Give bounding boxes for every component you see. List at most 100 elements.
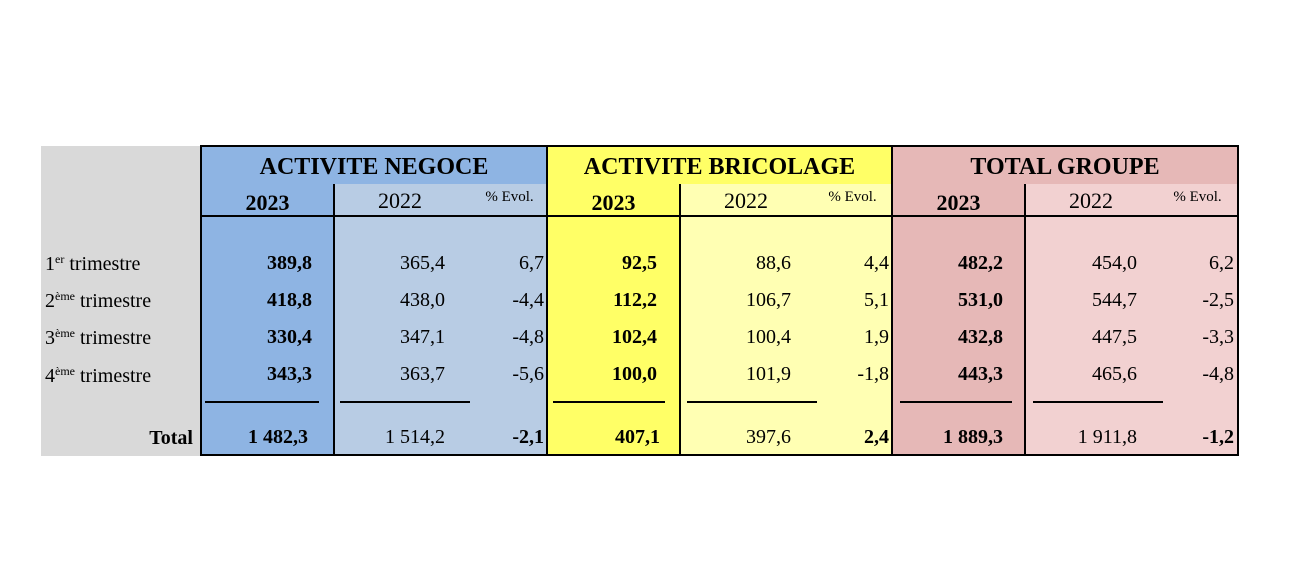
border-groupe-years — [1024, 184, 1026, 456]
year-2023-groupe: 2023 — [936, 190, 981, 215]
row-label-suffix: ème — [55, 289, 75, 303]
total-cell: 1 514,2 — [385, 426, 445, 448]
border-right — [1237, 145, 1239, 456]
table-cell: -4,4 — [512, 289, 544, 311]
table-cell: 347,1 — [400, 326, 445, 348]
label-column — [41, 146, 201, 456]
groupe-2022-bg — [1025, 146, 1238, 456]
table-cell: 432,8 — [958, 326, 1003, 348]
row-label-text: trimestre — [80, 290, 152, 312]
table-cell: 1,9 — [864, 326, 889, 348]
table-cell: 465,6 — [1092, 363, 1137, 385]
table-cell: 5,1 — [864, 289, 889, 311]
row-label: 4ème trimestre — [45, 364, 152, 387]
total-label: Total — [149, 427, 193, 449]
table-cell: 389,8 — [267, 252, 312, 274]
negoce-title-bg — [201, 146, 547, 184]
border-brico-years — [679, 184, 681, 456]
row-label: 3ème trimestre — [45, 326, 152, 349]
table-cell: 6,7 — [519, 252, 544, 274]
table-cell: -1,8 — [857, 363, 889, 385]
row-label: 2ème trimestre — [45, 289, 152, 312]
row-label-suffix: ème — [55, 364, 75, 378]
subtotal-line — [1033, 401, 1163, 403]
subtotal-line — [340, 401, 470, 403]
total-cell: 1 482,3 — [248, 426, 308, 448]
table-cell: 363,7 — [400, 363, 445, 385]
row-label-number: 1 — [45, 253, 55, 275]
table-cell: 102,4 — [612, 326, 657, 348]
subtotal-line — [553, 401, 665, 403]
border-negoce-years — [333, 184, 335, 456]
negoce-2023-bg — [201, 146, 334, 456]
year-2022-negoce: 2022 — [378, 188, 422, 213]
total-cell: 2,4 — [864, 426, 889, 448]
brico-2022-bg — [680, 146, 892, 456]
row-label: 1er trimestre — [45, 252, 141, 275]
table-cell: 544,7 — [1092, 289, 1137, 311]
groupe-title-bg — [892, 146, 1238, 184]
table-cell: 443,3 — [958, 363, 1003, 385]
row-label-suffix: er — [55, 252, 65, 266]
table-cell: -4,8 — [1202, 363, 1234, 385]
evol-header-bricolage: % Evol. — [828, 189, 877, 205]
table-cell: 106,7 — [746, 289, 791, 311]
table-cell: 438,0 — [400, 289, 445, 311]
table-cell: -4,8 — [512, 326, 544, 348]
total-cell: 1 911,8 — [1077, 426, 1137, 448]
table-cell: 100,0 — [612, 363, 657, 385]
table-cell: 454,0 — [1092, 252, 1137, 274]
table-cell: -5,6 — [512, 363, 544, 385]
evol-header-groupe: % Evol. — [1173, 189, 1222, 205]
year-2023-negoce: 2023 — [245, 190, 290, 215]
row-label-text: trimestre — [69, 253, 141, 275]
total-cell: -1,2 — [1202, 426, 1234, 448]
table-cell: 88,6 — [756, 252, 791, 274]
table-cell: 330,4 — [267, 326, 312, 348]
table-cell: 531,0 — [958, 289, 1003, 311]
year-2022-groupe: 2022 — [1069, 188, 1113, 213]
row-label-text: trimestre — [80, 365, 152, 387]
row-label-number: 3 — [45, 327, 55, 349]
row-label-number: 4 — [45, 365, 55, 387]
brico-2023-bg — [547, 146, 680, 456]
table-cell: -3,3 — [1202, 326, 1234, 348]
header-bottom-border — [200, 215, 1239, 217]
table-cell: 418,8 — [267, 289, 312, 311]
row-label-number: 2 — [45, 290, 55, 312]
table-cell: 343,3 — [267, 363, 312, 385]
section-title-negoce: ACTIVITE NEGOCE — [259, 154, 489, 180]
total-cell: -2,1 — [512, 426, 544, 448]
total-cell: 1 889,3 — [943, 426, 1003, 448]
total-cell: 397,6 — [746, 426, 791, 448]
groupe-2023-bg — [892, 146, 1025, 456]
table-cell: 101,9 — [746, 363, 791, 385]
border-left — [200, 145, 202, 456]
row-label-text: trimestre — [80, 327, 152, 349]
evol-header-negoce: % Evol. — [485, 189, 534, 205]
table-cell: 482,2 — [958, 252, 1003, 274]
brico-title-bg — [547, 146, 892, 184]
section-title-bricolage: ACTIVITE BRICOLAGE — [583, 154, 856, 180]
table-cell: 6,2 — [1209, 252, 1234, 274]
total-cell: 407,1 — [615, 426, 660, 448]
table-cell: 92,5 — [622, 252, 657, 274]
subtotal-line — [687, 401, 817, 403]
border-negoce-brico — [546, 145, 548, 456]
table-cell: 100,4 — [746, 326, 791, 348]
table-cell: -2,5 — [1202, 289, 1234, 311]
section-title-groupe: TOTAL GROUPE — [970, 154, 1160, 180]
table-bottom-border — [200, 454, 1239, 456]
table-cell: 112,2 — [613, 289, 657, 311]
subtotal-line — [205, 401, 319, 403]
table-cell: 365,4 — [400, 252, 445, 274]
subtotal-line — [900, 401, 1012, 403]
negoce-2022-bg — [334, 146, 547, 456]
table-top-border — [200, 145, 1239, 147]
border-brico-groupe — [891, 145, 893, 456]
table-cell: 447,5 — [1092, 326, 1137, 348]
row-label-suffix: ème — [55, 326, 75, 340]
year-2023-bricolage: 2023 — [591, 190, 636, 215]
table-cell: 4,4 — [864, 252, 889, 274]
year-2022-bricolage: 2022 — [724, 188, 768, 213]
